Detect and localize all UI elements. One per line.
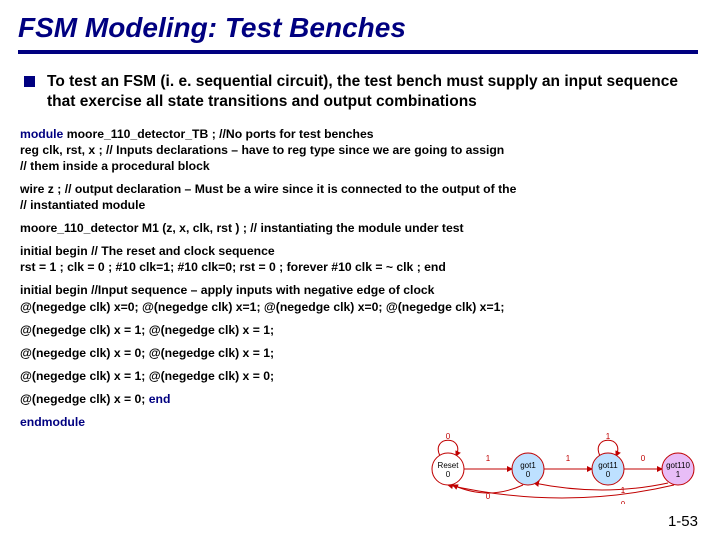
svg-text:got1: got1 — [520, 461, 536, 470]
code-line: @(negedge clk) x = 0; — [20, 392, 149, 406]
page-number: 1-53 — [668, 513, 698, 530]
svg-text:0: 0 — [486, 492, 491, 501]
svg-text:0: 0 — [446, 470, 451, 479]
svg-text:Reset: Reset — [438, 461, 460, 470]
svg-text:got110: got110 — [666, 461, 690, 470]
fsm-diagram: 11001001Reset0got10got110got1101 — [416, 399, 706, 504]
svg-text:1: 1 — [606, 432, 611, 441]
code-line: rst = 1 ; clk = 0 ; #10 clk=1; #10 clk=0… — [20, 260, 446, 274]
code-line: // instantiated module — [20, 198, 145, 212]
code-line: initial begin //Input sequence – apply i… — [20, 283, 434, 297]
code-line: @(negedge clk) x = 0; @(negedge clk) x =… — [20, 346, 274, 360]
page-title: FSM Modeling: Test Benches — [18, 12, 702, 50]
svg-text:0: 0 — [621, 500, 626, 504]
svg-text:got11: got11 — [598, 461, 618, 470]
code-line: @(negedge clk) x = 1; @(negedge clk) x =… — [20, 323, 274, 337]
kw-end: end — [149, 392, 171, 406]
svg-text:0: 0 — [446, 432, 451, 441]
svg-text:1: 1 — [486, 454, 491, 463]
code-line: reg clk, rst, x ; // Inputs declarations… — [20, 143, 504, 157]
svg-text:0: 0 — [606, 470, 611, 479]
svg-text:0: 0 — [641, 454, 646, 463]
kw-endmodule: endmodule — [20, 415, 85, 429]
code-line: wire z ; // output declaration – Must be… — [20, 182, 516, 196]
title-underline — [18, 50, 698, 54]
code-line: // them inside a procedural block — [20, 159, 210, 173]
code-block: module moore_110_detector_TB ; //No port… — [20, 126, 702, 430]
bullet-item: To test an FSM (i. e. sequential circuit… — [18, 72, 702, 112]
code-line: @(negedge clk) x=0; @(negedge clk) x=1; … — [20, 300, 504, 314]
svg-text:1: 1 — [676, 470, 681, 479]
code-line: moore_110_detector M1 (z, x, clk, rst ) … — [20, 221, 464, 235]
bullet-marker — [24, 76, 35, 87]
code-line: moore_110_detector_TB ; //No ports for t… — [63, 127, 373, 141]
bullet-text: To test an FSM (i. e. sequential circuit… — [47, 72, 702, 112]
kw-module: module — [20, 127, 63, 141]
code-line: initial begin // The reset and clock seq… — [20, 244, 275, 258]
svg-text:1: 1 — [566, 454, 571, 463]
svg-text:0: 0 — [526, 470, 531, 479]
code-line: @(negedge clk) x = 1; @(negedge clk) x =… — [20, 369, 274, 383]
svg-text:1: 1 — [621, 486, 626, 495]
